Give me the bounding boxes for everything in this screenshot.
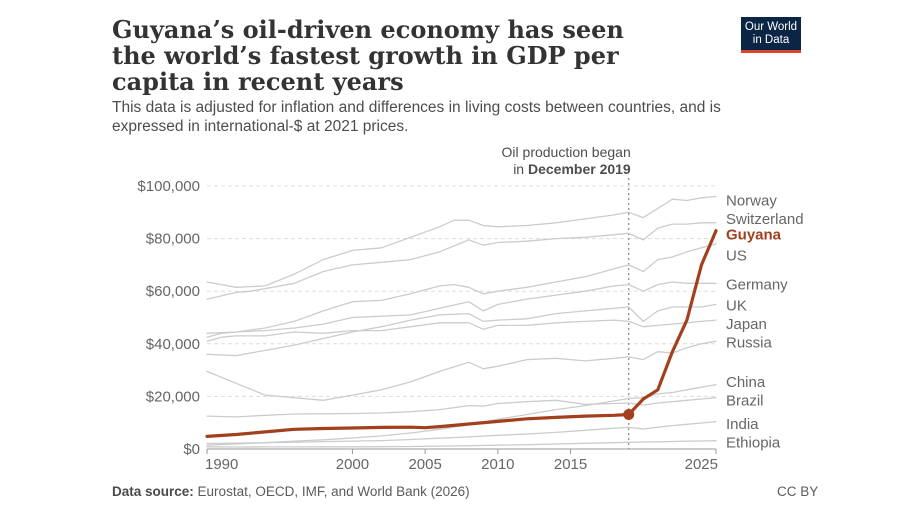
series-label-uk[interactable]: UK: [726, 298, 747, 315]
series-label-us[interactable]: US: [726, 248, 747, 265]
series-line-japan[interactable]: [206, 319, 717, 342]
logo-line-1: Our World: [744, 21, 798, 33]
logo-line-2: in Data: [752, 34, 790, 46]
x-tick-label: 2025: [685, 456, 718, 473]
annotation-group: Oil production began in December 2019: [502, 144, 631, 449]
series-label-japan[interactable]: Japan: [726, 316, 767, 333]
series-label-india[interactable]: India: [726, 416, 759, 433]
x-tick-label: 1990: [205, 456, 238, 473]
annotation-text-bold: December 2019: [528, 161, 631, 177]
license-link[interactable]: CC BY: [777, 484, 819, 499]
series-line-germany[interactable]: [206, 281, 717, 338]
series-line-switzerland[interactable]: [206, 222, 717, 300]
y-tick-label: $0: [183, 441, 200, 458]
series-label-ethiopia[interactable]: Ethiopia: [726, 434, 781, 451]
annotation-text-line-2: in December 2019: [513, 161, 631, 177]
series-label-russia[interactable]: Russia: [726, 334, 773, 351]
chart-subtitle: This data is adjusted for inflation and …: [112, 99, 721, 135]
series-lines: [206, 195, 717, 448]
chart-title: Guyana’s oil-driven economy has seen the…: [112, 15, 624, 96]
data-source-label: Data source:: [112, 484, 194, 499]
grid-lines: [207, 185, 716, 397]
series-line-us[interactable]: [206, 243, 717, 334]
data-source-text[interactable]: Eurostat, OECD, IMF, and World Bank (202…: [197, 484, 470, 499]
series-label-guyana[interactable]: Guyana: [726, 227, 782, 244]
axes: $0 $20,000 $40,000 $60,000 $80,000 $100,000 19…: [137, 178, 718, 473]
series-line-guyana[interactable]: [205, 229, 718, 438]
annotation-text-line-1: Oil production began: [502, 144, 631, 160]
highlight-series: [205, 229, 718, 438]
series-label-germany[interactable]: Germany: [726, 277, 788, 294]
y-tick-label: $100,000: [137, 178, 200, 195]
series-line-norway[interactable]: [206, 195, 717, 288]
x-tick-label: 2005: [408, 456, 441, 473]
x-tick-label: 2015: [554, 456, 587, 473]
our-world-in-data-logo[interactable]: Our World in Data: [741, 17, 801, 53]
y-tick-label: $60,000: [146, 283, 200, 300]
series-label-china[interactable]: China: [726, 374, 766, 391]
guyana-oil-start-marker[interactable]: [623, 409, 635, 421]
series-line-china[interactable]: [206, 383, 717, 446]
line-chart: Oil production began in December 2019 $0…: [137, 144, 804, 473]
series-label-norway[interactable]: Norway: [726, 192, 777, 209]
series-line-uk[interactable]: [206, 303, 717, 357]
series-line-ethiopia[interactable]: [206, 440, 717, 448]
series-line-russia[interactable]: [206, 340, 717, 401]
x-tick-label: 2010: [481, 456, 514, 473]
series-label-switzerland[interactable]: Switzerland: [726, 211, 804, 228]
y-tick-label: $40,000: [146, 336, 200, 353]
x-tick-label: 2000: [336, 456, 369, 473]
annotation-text-prefix: in: [513, 161, 528, 177]
series-label-brazil[interactable]: Brazil: [726, 392, 764, 409]
y-tick-label: $80,000: [146, 231, 200, 248]
series-line-india[interactable]: [206, 420, 717, 445]
series-line-brazil[interactable]: [206, 397, 717, 418]
y-tick-label: $20,000: [146, 388, 200, 405]
data-source-note: Data source: Eurostat, OECD, IMF, and Wo…: [112, 484, 470, 499]
